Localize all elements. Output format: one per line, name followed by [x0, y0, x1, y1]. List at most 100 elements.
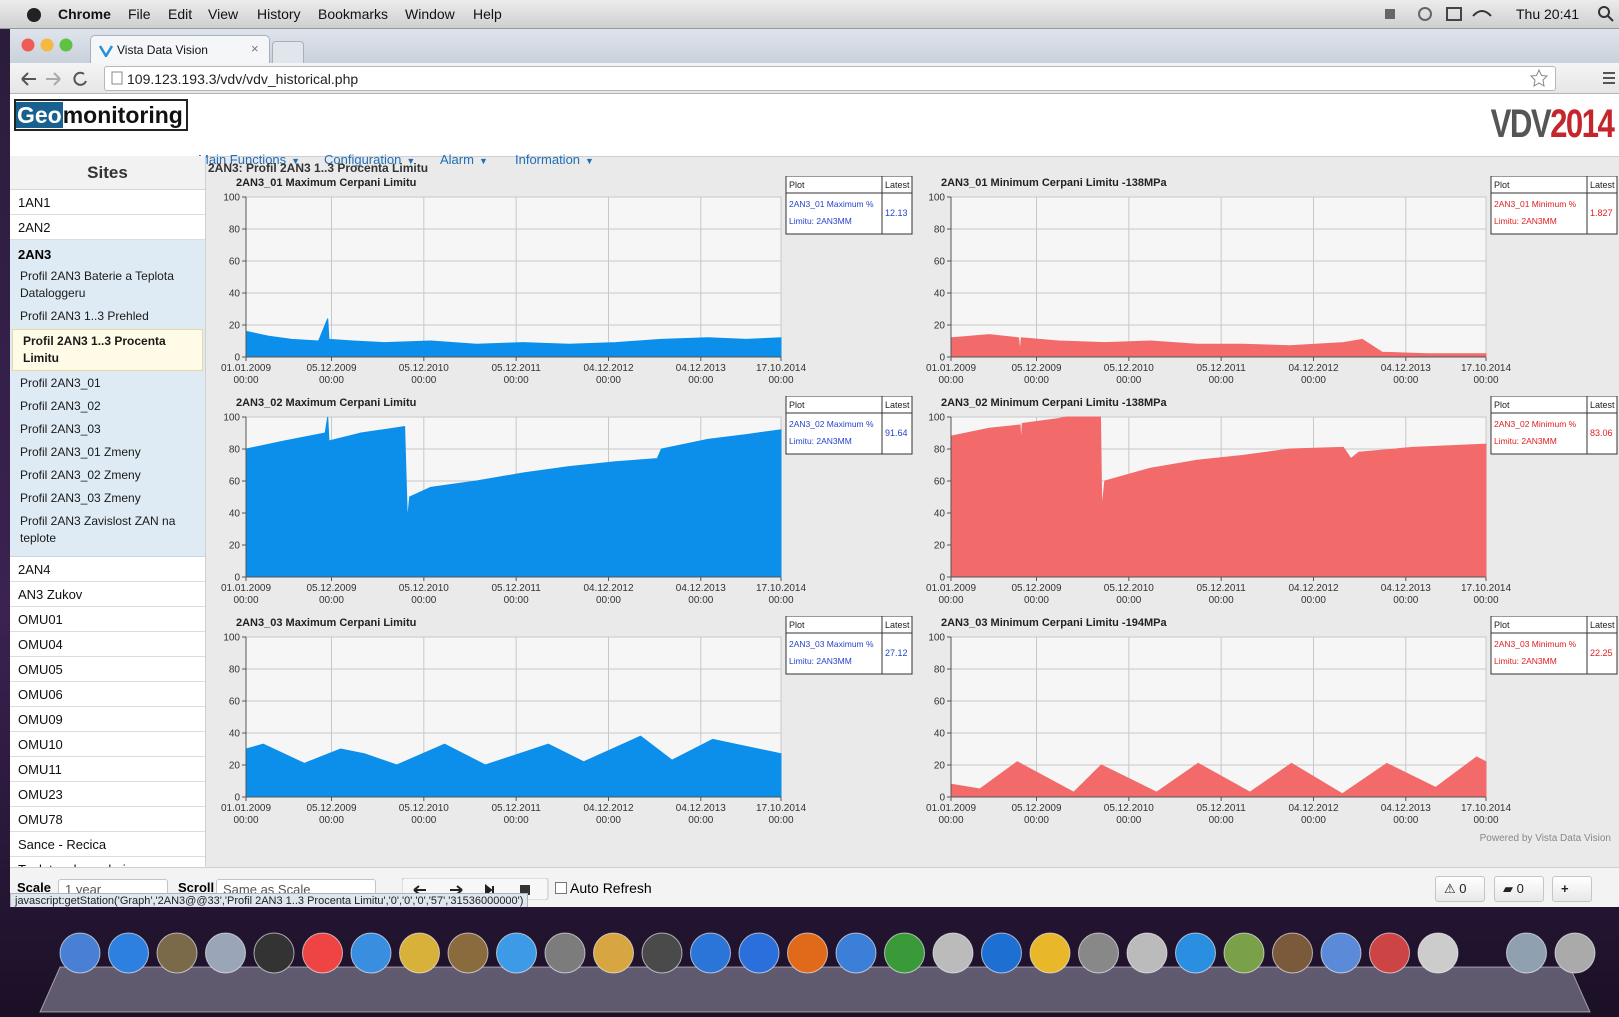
menu-item[interactable]: Help: [473, 6, 502, 22]
y-tick-label: 60: [229, 697, 241, 708]
menu-item[interactable]: Edit: [168, 6, 193, 22]
site-item[interactable]: OMU11: [10, 757, 205, 782]
site-item[interactable]: 1AN1: [10, 190, 205, 215]
legend-text: Limitu: 2AN3MM: [1494, 656, 1557, 666]
auto-refresh-checkbox[interactable]: [555, 882, 567, 894]
tab[interactable]: Vista Data Vision ×: [90, 35, 270, 64]
site-item[interactable]: 2AN4: [10, 557, 205, 582]
legend-latest: 1.827: [1590, 208, 1613, 218]
site-item[interactable]: OMU06: [10, 682, 205, 707]
bookmark-star[interactable]: [1530, 69, 1548, 87]
dock-icon: [1506, 932, 1547, 974]
sub-site-item[interactable]: Profil 2AN3_01: [20, 376, 101, 390]
chart-title: 2AN3_02 Minimum Cerpani Limitu -138MPa: [941, 397, 1167, 409]
dock-icon: [108, 932, 149, 974]
menu-item[interactable]: History: [257, 6, 301, 22]
new-tab[interactable]: [272, 41, 304, 64]
message-button[interactable]: ▰ 0: [1494, 876, 1544, 902]
menu-item[interactable]: Chrome: [58, 6, 111, 22]
sub-site-item[interactable]: Profil 2AN3_03: [20, 422, 101, 436]
site-item[interactable]: OMU10: [10, 732, 205, 757]
site-item[interactable]: 2AN2: [10, 215, 205, 240]
y-tick-label: 0: [939, 793, 945, 804]
nav-item[interactable]: Information ▼: [515, 152, 594, 167]
y-tick-label: 80: [229, 445, 241, 456]
menu-item[interactable]: File: [128, 6, 151, 22]
logo[interactable]: Geomonitoring: [14, 99, 188, 131]
sub-site-item[interactable]: Profil 2AN3_01 Zmeny: [20, 445, 141, 459]
scroll-label: Scroll: [178, 880, 215, 895]
site-item[interactable]: 2AN3: [18, 247, 52, 262]
site-item[interactable]: OMU78: [10, 807, 205, 832]
area: [245, 318, 782, 358]
legend-box: [785, 616, 913, 675]
legend-box: [1490, 396, 1618, 455]
chart: 2AN3_03 Maximum Cerpani Limitu 0 20 40 60 80 1…: [221, 616, 913, 826]
sub-site-item[interactable]: Profil 2AN3 Baterie a Teplota Datalogger…: [20, 269, 174, 300]
x-tick-label: 05.12.2011 00:00: [491, 583, 541, 606]
x-tick-label: 04.12.2013 00:00: [1381, 583, 1431, 606]
nav-label: Main Functions: [198, 152, 287, 167]
x-tick-label: 17.10.2014 00:00: [1461, 803, 1511, 826]
x-tick-label: 17.10.2014 00:00: [1461, 363, 1511, 386]
x-tick-label: 04.12.2013 00:00: [676, 803, 726, 826]
legend-text: Limitu: 2AN3MM: [789, 216, 852, 226]
dock-icon: [1554, 932, 1596, 974]
y-tick-label: 20: [934, 761, 946, 772]
sub-site-item[interactable]: Profil 2AN3 1..3 Procenta Limitu: [12, 329, 203, 371]
alarm-button[interactable]: ⚠ 0: [1435, 876, 1485, 902]
toolbar: 109.123.193.3/vdv/vdv_historical.php: [10, 63, 1619, 94]
sub-site-item[interactable]: Profil 2AN3_02 Zmeny: [20, 468, 141, 482]
y-tick-label: 60: [229, 477, 241, 488]
alarm-count: 0: [1459, 881, 1467, 896]
sub-site-item[interactable]: Profil 2AN3_02: [20, 399, 101, 413]
menu-item[interactable]: View: [208, 6, 239, 22]
sub-site-item[interactable]: Profil 2AN3 1..3 Prehled: [20, 309, 149, 323]
site-item[interactable]: OMU01: [10, 607, 205, 632]
nav-item[interactable]: Configuration ▼: [324, 152, 415, 167]
tab-close[interactable]: ×: [251, 41, 259, 56]
dock-icon: [835, 932, 877, 974]
site-item[interactable]: AN3 Zukov: [10, 582, 205, 607]
site-item[interactable]: OMU09: [10, 707, 205, 732]
legend-latest: 91.64: [885, 428, 908, 438]
y-tick-label: 100: [223, 633, 240, 644]
add-button[interactable]: +: [1552, 876, 1592, 902]
page-header: Geomonitoring Main Functions ▼ Configurati…: [10, 94, 1619, 167]
menu-item[interactable]: Window: [405, 6, 455, 22]
window-controls[interactable]: [18, 35, 88, 55]
x-tick-label: 05.12.2009 00:00: [306, 803, 356, 826]
dock-icon: [399, 932, 440, 974]
x-tick-label: 05.12.2010 00:00: [1104, 583, 1154, 606]
legend-header: Latest: [885, 620, 910, 630]
address-bar[interactable]: 109.123.193.3/vdv/vdv_historical.php: [104, 66, 1556, 91]
x-tick-label: 04.12.2013 00:00: [676, 363, 726, 386]
y-tick-label: 20: [229, 321, 241, 332]
x-tick-label: 05.12.2011 00:00: [491, 803, 541, 826]
spotlight[interactable]: [1598, 6, 1614, 22]
site-item[interactable]: OMU05: [10, 657, 205, 682]
menu-button[interactable]: [1602, 71, 1616, 85]
sub-site-item[interactable]: Profil 2AN3_03 Zmeny: [20, 491, 141, 505]
menu-item[interactable]: Bookmarks: [318, 6, 389, 22]
dock-icon: [1126, 932, 1168, 974]
legend-latest: 27.12: [885, 648, 908, 658]
x-tick-label: 05.12.2009 00:00: [306, 583, 356, 606]
logo-part: monitoring: [62, 102, 183, 128]
y-tick-label: 0: [939, 353, 945, 364]
y-tick-label: 20: [934, 541, 946, 552]
x-tick-label: 04.12.2012 00:00: [583, 363, 633, 386]
site-item[interactable]: OMU23: [10, 782, 205, 807]
legend-header: Plot: [789, 180, 805, 190]
chart: 2AN3_01 Minimum Cerpani Limitu -138MPa 0 2…: [926, 176, 1618, 386]
menu-bar: Thu 20:41 Chrome File Edit View History Bookm…: [0, 0, 1619, 29]
nav-buttons[interactable]: [18, 69, 98, 89]
dock-icon: [1175, 932, 1216, 974]
sub-site-item[interactable]: Profil 2AN3 Zavislost ZAN na teplote: [20, 514, 176, 545]
nav-item[interactable]: Main Functions ▼: [198, 152, 300, 167]
site-item[interactable]: Sance - Recica: [10, 832, 205, 857]
sidebar-title: Sites: [10, 156, 205, 190]
nav-item[interactable]: Alarm ▼: [440, 152, 488, 167]
site-item[interactable]: OMU04: [10, 632, 205, 657]
